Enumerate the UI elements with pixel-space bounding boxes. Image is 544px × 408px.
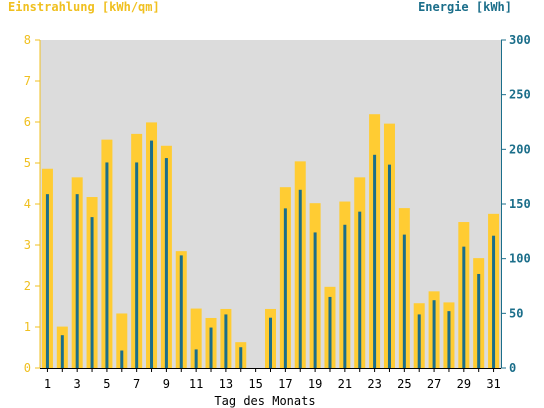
energy-bar <box>387 164 391 368</box>
energy-bar <box>90 217 94 368</box>
energy-bar <box>432 300 436 368</box>
energy-bar <box>313 232 317 368</box>
energy-bar <box>164 158 168 368</box>
x-axis-label: Tag des Monats <box>214 394 315 408</box>
x-tick-label: 19 <box>308 377 322 391</box>
right-tick-label: 50 <box>509 306 523 320</box>
left-tick-label: 3 <box>24 238 31 252</box>
x-tick-label: 29 <box>457 377 471 391</box>
energy-bar <box>239 347 243 368</box>
x-tick-label: 3 <box>74 377 81 391</box>
left-tick-label: 1 <box>24 320 31 334</box>
energy-bar <box>209 327 213 368</box>
x-tick-label: 25 <box>397 377 411 391</box>
x-tick-label: 13 <box>219 377 233 391</box>
energy-bar <box>45 194 49 368</box>
right-tick-label: 0 <box>509 361 516 375</box>
x-tick-label: 17 <box>278 377 292 391</box>
energy-bar <box>75 194 79 368</box>
left-tick-label: 4 <box>24 197 31 211</box>
left-tick-label: 5 <box>24 156 31 170</box>
energy-bar <box>269 317 272 368</box>
x-tick-label: 21 <box>338 377 352 391</box>
right-axis-title: Energie [kWh] <box>418 0 512 14</box>
energy-bar <box>477 273 481 368</box>
energy-bar <box>150 140 154 368</box>
x-tick-label: 15 <box>248 377 262 391</box>
irradiation-bar <box>116 313 128 368</box>
energy-bar <box>120 350 124 368</box>
right-tick-label: 300 <box>509 33 531 47</box>
right-tick-label: 250 <box>509 88 531 102</box>
energy-bar <box>194 349 198 368</box>
x-tick-label: 5 <box>103 377 110 391</box>
left-tick-label: 0 <box>24 361 31 375</box>
left-axis-title: Einstrahlung [kWh/qm] <box>8 0 160 14</box>
energy-bar <box>373 154 377 368</box>
right-tick-label: 150 <box>509 197 531 211</box>
x-tick-label: 11 <box>189 377 203 391</box>
left-tick-label: 8 <box>24 33 31 47</box>
energy-bar <box>358 211 362 368</box>
bars-group <box>41 114 500 369</box>
right-tick-label: 200 <box>509 142 531 156</box>
energy-bar <box>298 189 302 368</box>
energy-bar <box>224 314 228 368</box>
energy-bar <box>283 208 287 368</box>
energy-bar <box>402 234 406 368</box>
irradiation-bar <box>190 308 202 368</box>
energy-bar <box>343 224 347 368</box>
x-tick-label: 9 <box>163 377 170 391</box>
right-tick-label: 100 <box>509 252 531 266</box>
x-tick-label: 23 <box>367 377 381 391</box>
left-tick-label: 7 <box>24 74 31 88</box>
energy-bar <box>462 246 466 368</box>
energy-bar <box>105 162 109 368</box>
energy-bar <box>135 162 139 368</box>
x-tick-label: 7 <box>133 377 140 391</box>
energy-bar <box>179 255 183 368</box>
x-tick-label: 27 <box>427 377 441 391</box>
energy-bar <box>447 311 451 368</box>
energy-bar <box>60 335 64 368</box>
energy-bar <box>492 235 496 368</box>
left-tick-label: 2 <box>24 279 31 293</box>
energy-bar <box>417 314 421 368</box>
x-tick-label: 31 <box>486 377 500 391</box>
energy-bar <box>328 296 332 368</box>
x-tick-label: 1 <box>44 377 51 391</box>
left-tick-label: 6 <box>24 115 31 129</box>
